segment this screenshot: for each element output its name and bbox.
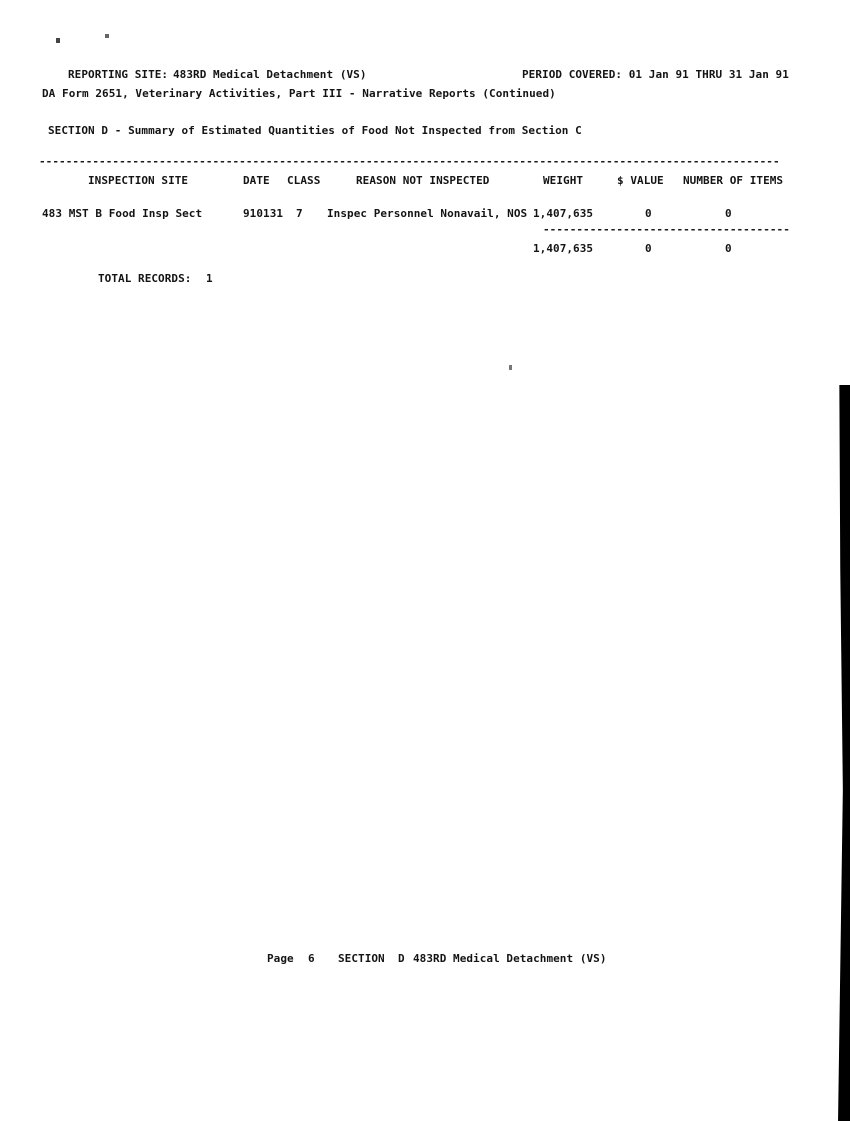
- total-value: 0: [645, 242, 652, 255]
- totals-rule: -------------------------------------: [543, 223, 790, 236]
- total-records-value: 1: [206, 272, 213, 285]
- total-items: 0: [725, 242, 732, 255]
- col-date: DATE: [243, 174, 270, 187]
- cell-inspection-site: 483 MST B Food Insp Sect: [42, 207, 203, 220]
- section-heading: SECTION D - Summary of Estimated Quantit…: [48, 124, 582, 137]
- form-title: DA Form 2651, Veterinary Activities, Par…: [42, 87, 556, 100]
- footer-page-label: Page: [267, 952, 294, 965]
- footer-site: 483RD Medical Detachment (VS): [413, 952, 607, 965]
- total-weight: 1,407,635: [533, 242, 594, 255]
- cell-class: 7: [296, 207, 303, 220]
- reporting-site-label: REPORTING SITE:: [68, 68, 169, 81]
- footer-page-number: 6: [308, 952, 315, 965]
- cell-value: 0: [645, 207, 652, 220]
- table-rule-top: ----------------------------------------…: [39, 155, 780, 168]
- col-weight: WEIGHT: [543, 174, 584, 187]
- col-reason-not-inspected: REASON NOT INSPECTED: [356, 174, 490, 187]
- scan-speck: [509, 365, 512, 370]
- col-value: $ VALUE: [617, 174, 664, 187]
- scan-speck: [105, 34, 109, 38]
- footer-section-label: SECTION D: [338, 952, 405, 965]
- reporting-site-value: 483RD Medical Detachment (VS): [173, 68, 367, 81]
- col-class: CLASS: [287, 174, 321, 187]
- scan-speck: [56, 38, 60, 43]
- col-number-of-items: NUMBER OF ITEMS: [683, 174, 784, 187]
- cell-items: 0: [725, 207, 732, 220]
- col-inspection-site: INSPECTION SITE: [88, 174, 189, 187]
- cell-weight: 1,407,635: [533, 207, 594, 220]
- cell-reason: Inspec Personnel Nonavail, NOS: [327, 207, 528, 220]
- total-records-label: TOTAL RECORDS:: [98, 272, 192, 285]
- scan-artifact-bar: [838, 385, 850, 1121]
- period-covered: PERIOD COVERED: 01 Jan 91 THRU 31 Jan 91: [522, 68, 789, 81]
- cell-date: 910131: [243, 207, 284, 220]
